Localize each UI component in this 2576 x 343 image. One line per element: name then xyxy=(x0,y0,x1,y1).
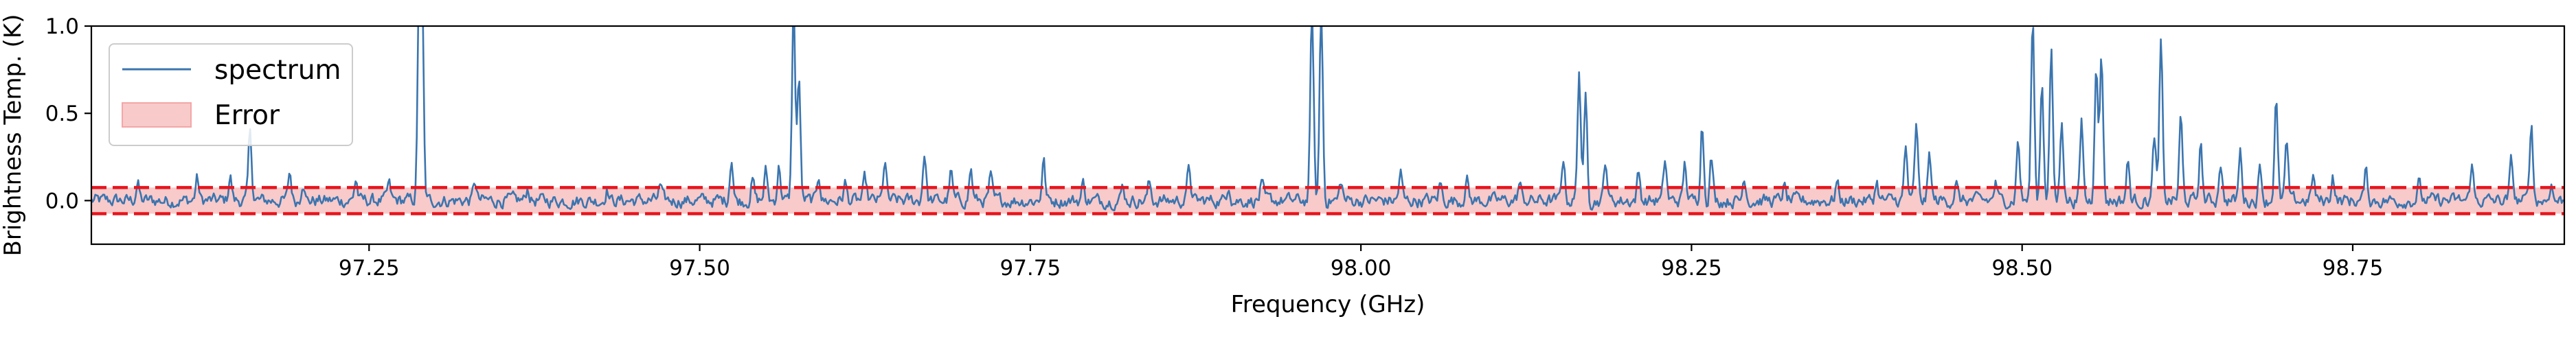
x-axis-label: Frequency (GHz) xyxy=(1231,291,1425,318)
x-tick-label: 98.50 xyxy=(1991,256,2053,281)
y-tick-label: 1.0 xyxy=(45,14,79,39)
x-tick-label: 97.75 xyxy=(999,256,1061,281)
error-band xyxy=(91,187,2564,214)
plot-frame xyxy=(90,25,2566,246)
y-tick-label: 0.0 xyxy=(45,189,79,213)
spectrum-line xyxy=(91,26,2564,211)
x-tick-label: 97.25 xyxy=(339,256,400,281)
legend: spectrum Error xyxy=(109,43,353,146)
y-axis-label: Brightness Temp. (K) xyxy=(0,14,27,257)
plot-area xyxy=(91,26,2564,215)
x-tick-label: 97.50 xyxy=(669,256,730,281)
axes: 97.25 97.50 97.75 98.00 98.25 98.50 98.75 0.0 0.… xyxy=(45,14,2566,281)
x-tick-label: 98.25 xyxy=(1661,256,1722,281)
x-tick-label: 98.00 xyxy=(1331,256,1392,281)
legend-label-error: Error xyxy=(214,100,280,131)
x-tick-label: 98.75 xyxy=(2323,256,2384,281)
y-tick-label: 0.5 xyxy=(45,102,79,126)
legend-label-spectrum: spectrum xyxy=(214,55,341,86)
legend-swatch-error xyxy=(122,102,192,128)
